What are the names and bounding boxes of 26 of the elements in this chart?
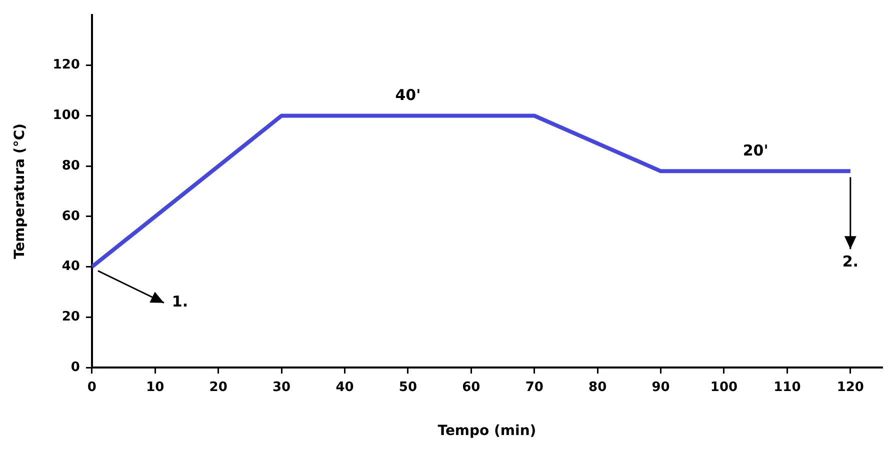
annotation: 2. <box>842 252 858 271</box>
x-tick-label: 90 <box>652 380 670 395</box>
y-tick-label: 0 <box>70 360 80 375</box>
x-tick-label: 110 <box>774 380 801 395</box>
x-tick-label: 0 <box>87 380 96 395</box>
annotation: 20' <box>742 142 768 160</box>
y-axis-title: Temperatura (°C) <box>12 123 28 260</box>
x-tick-label: 30 <box>272 380 291 395</box>
annotation: 40' <box>395 86 421 104</box>
x-tick-label: 100 <box>710 380 738 395</box>
x-tick-label: 80 <box>588 380 607 395</box>
y-tick-label: 100 <box>52 108 80 124</box>
x-axis-title: Tempo (min) <box>438 423 536 440</box>
x-tick-label: 120 <box>836 380 864 395</box>
y-tick-label: 120 <box>52 58 80 73</box>
x-tick-label: 40 <box>336 380 354 395</box>
annotation: 1. <box>172 292 188 311</box>
x-tick-label: 10 <box>146 380 164 395</box>
x-tick-label: 50 <box>398 380 418 395</box>
x-tick-label: 20 <box>209 380 228 395</box>
y-tick-label: 40 <box>62 259 80 274</box>
y-tick-label: 80 <box>62 158 80 174</box>
x-tick-label: 60 <box>462 380 480 395</box>
y-tick-label: 60 <box>62 208 80 224</box>
y-tick-label: 20 <box>62 310 80 325</box>
x-tick-label: 70 <box>525 380 544 395</box>
